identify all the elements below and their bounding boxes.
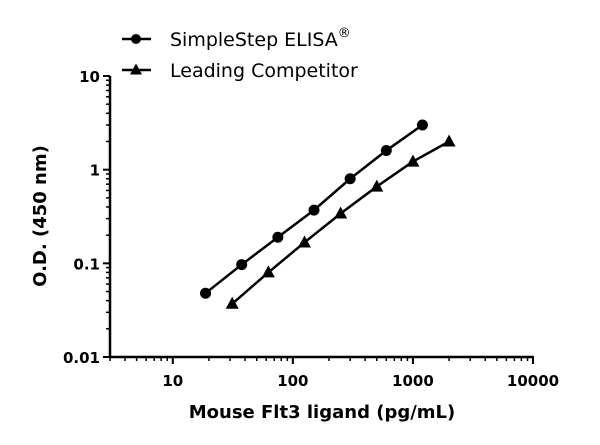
data-point — [370, 179, 384, 192]
data-point — [200, 287, 212, 299]
series-triangle — [225, 134, 456, 309]
legend-marker-triangle — [130, 63, 142, 75]
series-circle — [200, 119, 428, 299]
data-point — [225, 296, 239, 309]
x-tick-label: 10000 — [507, 372, 559, 390]
x-tick-label: 100 — [277, 372, 308, 390]
y-tick-label: 0.01 — [63, 349, 100, 367]
legend-label-simplestep: SimpleStep ELISA® — [170, 26, 351, 51]
data-point — [308, 204, 320, 216]
y-tick-label: 1 — [90, 162, 100, 180]
x-axis-label: Mouse Flt3 ligand (pg/mL) — [189, 402, 456, 423]
data-point — [344, 173, 356, 185]
x-tick-label: 10 — [162, 372, 183, 390]
y-tick-label: 0.1 — [73, 255, 100, 273]
axes: 10 100 1000 10000 0.01 0.1 1 10 — [63, 68, 559, 390]
data-point — [297, 235, 311, 248]
data-point — [380, 145, 392, 157]
series-group — [200, 119, 456, 309]
legend: SimpleStep ELISA® Leading Competitor — [122, 26, 358, 82]
data-point — [272, 231, 284, 243]
legend-marker-circle — [131, 34, 141, 44]
data-point — [406, 154, 420, 167]
data-point — [236, 259, 248, 271]
data-point — [334, 206, 348, 219]
y-axis-label: O.D. (450 nm) — [30, 145, 51, 287]
y-tick-label: 10 — [79, 68, 100, 86]
legend-label-competitor: Leading Competitor — [170, 60, 358, 82]
data-point — [261, 265, 275, 278]
data-point — [442, 134, 456, 147]
data-point — [416, 119, 428, 131]
x-tick-label: 1000 — [392, 372, 434, 390]
